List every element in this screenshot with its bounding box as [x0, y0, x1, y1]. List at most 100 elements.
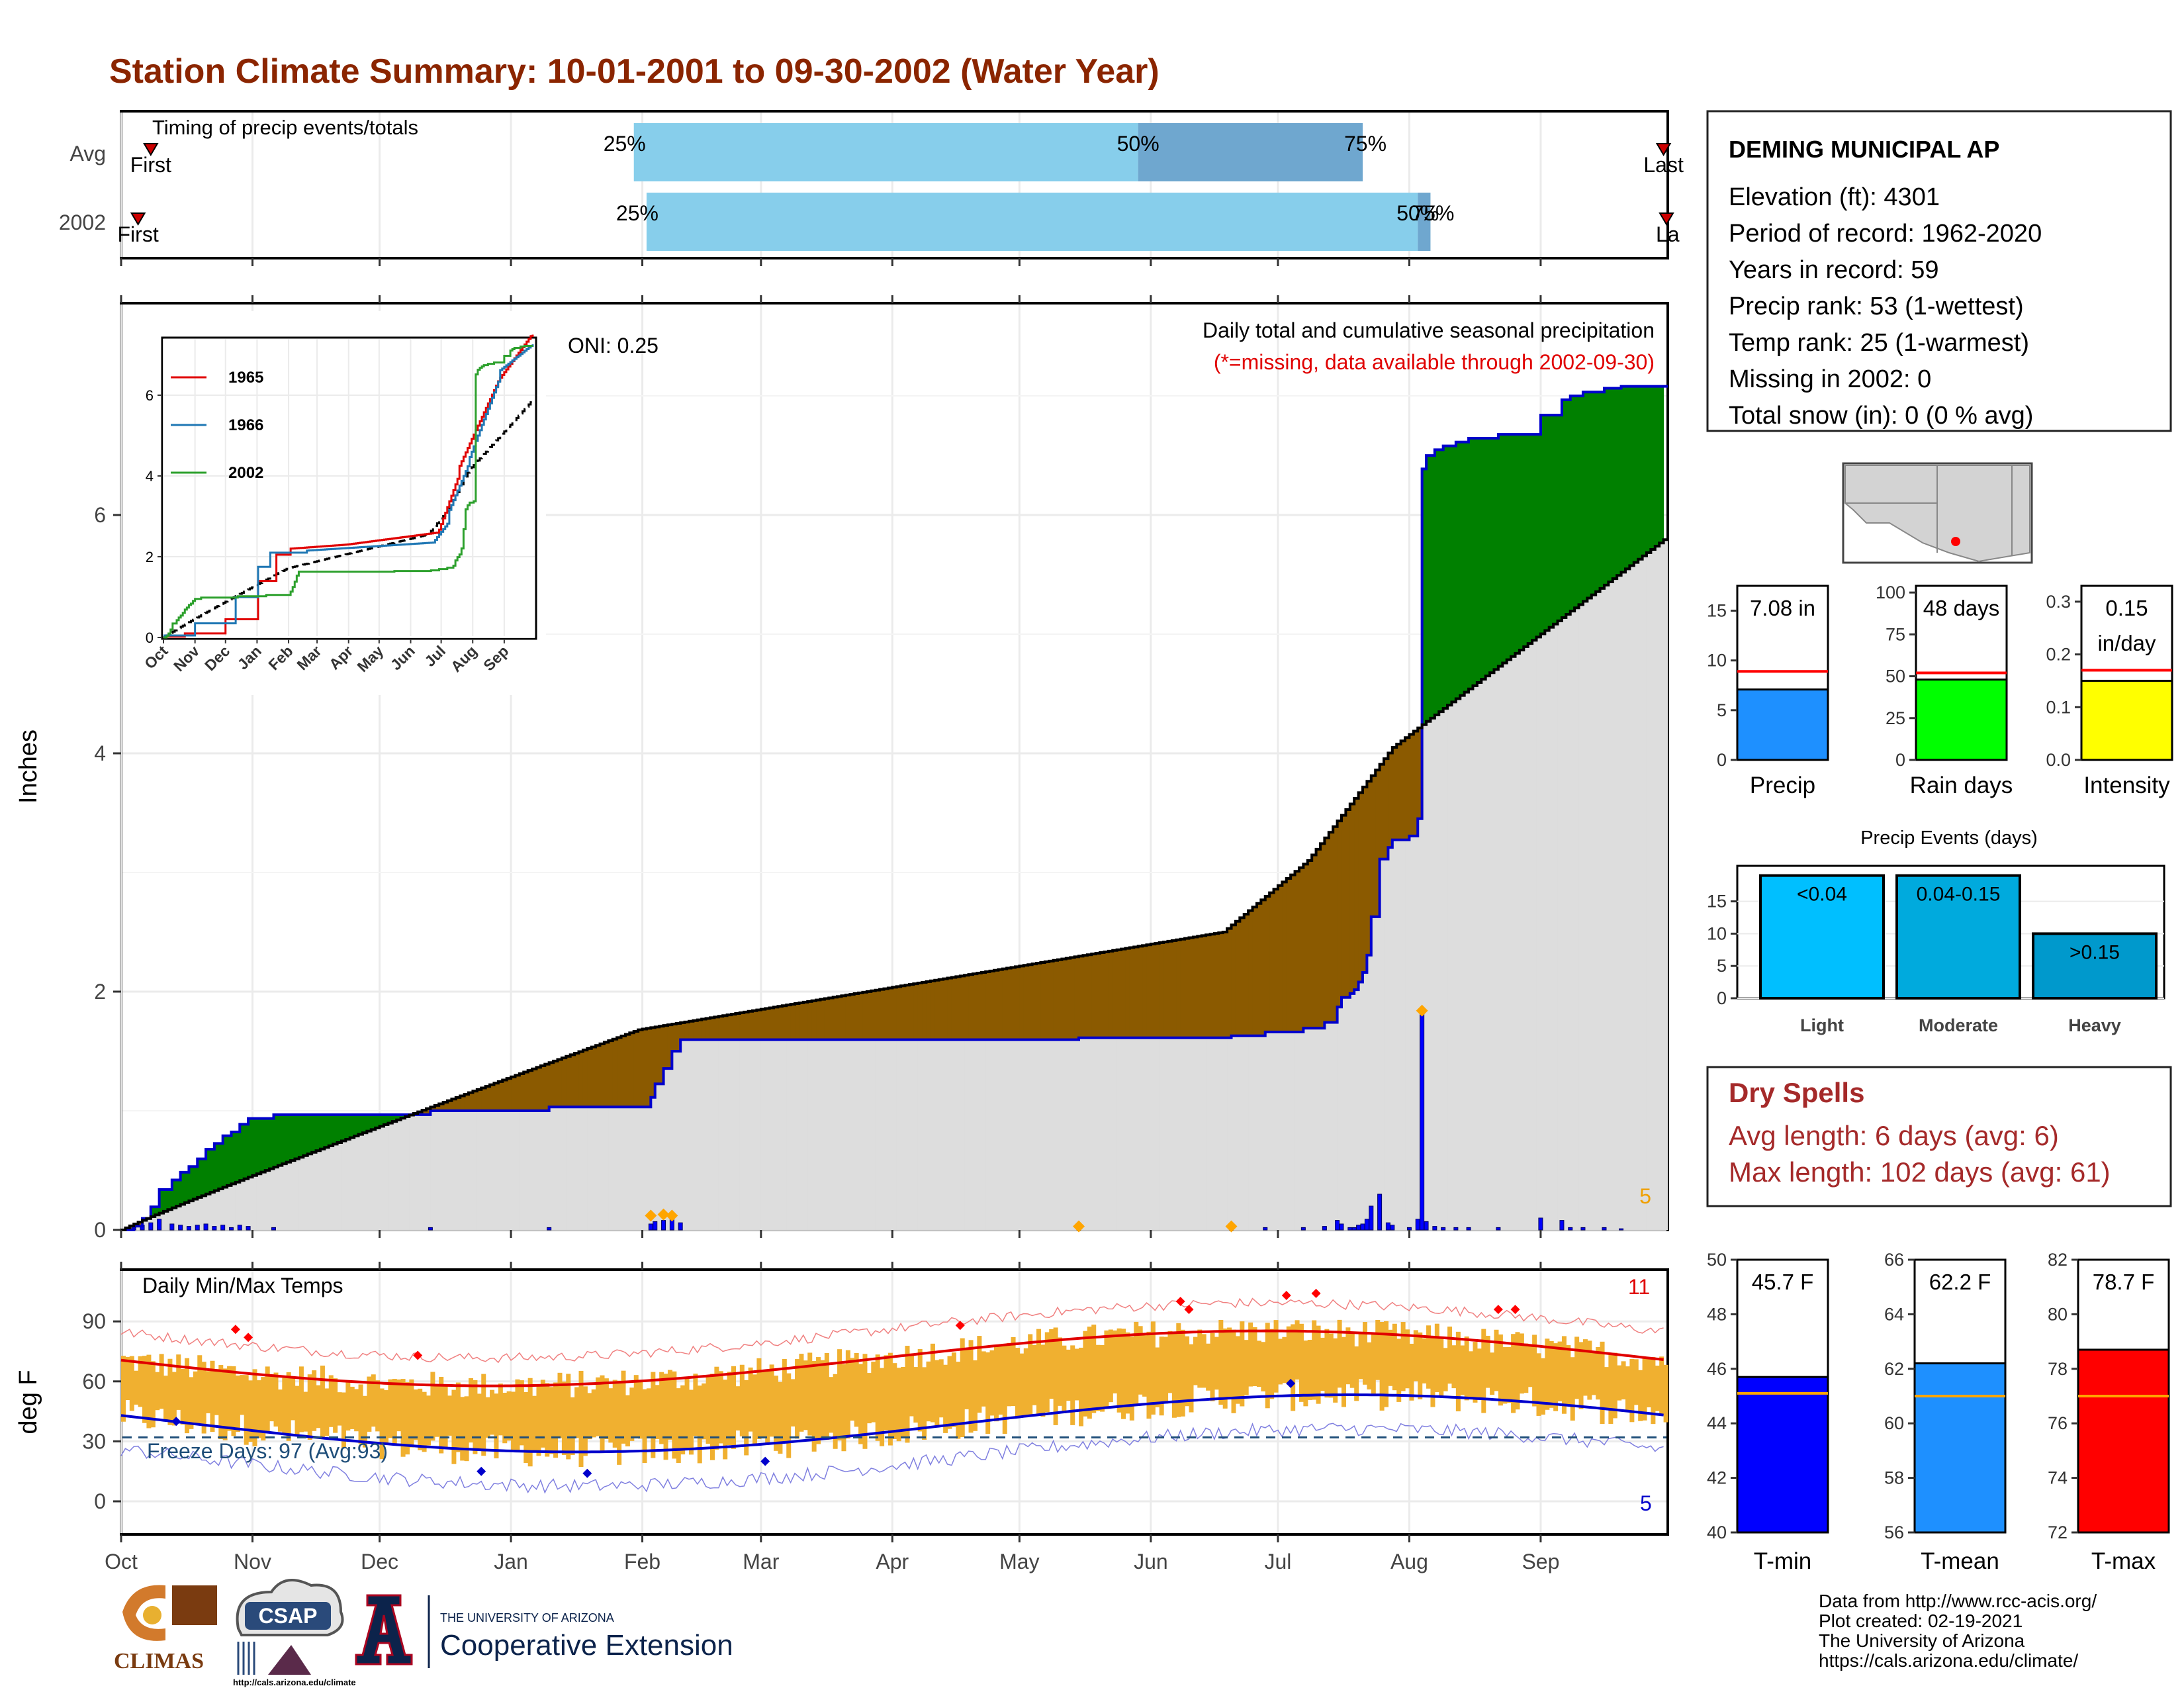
below-normal-fill — [617, 1107, 622, 1230]
below-normal-fill — [1053, 1039, 1058, 1230]
surplus-fill — [218, 1143, 224, 1190]
deficit-fill — [1235, 921, 1240, 1036]
daily-temp-range-bar — [125, 1356, 130, 1401]
deficit-fill — [917, 983, 923, 1040]
surplus-fill — [235, 1131, 240, 1182]
surplus-fill — [201, 1158, 206, 1196]
daily-temp-range-bar — [185, 1358, 190, 1434]
daily-temp-range-bar — [447, 1395, 453, 1436]
daily-temp-range-bar — [1265, 1323, 1270, 1409]
below-normal-fill — [1256, 1035, 1261, 1230]
deficit-fill — [1248, 910, 1253, 1036]
month-label: Jun — [1134, 1550, 1168, 1573]
below-normal-fill — [218, 1189, 224, 1230]
deficit-fill — [744, 1011, 749, 1040]
below-normal-fill — [672, 1051, 677, 1230]
daily-temp-range-bar — [727, 1372, 732, 1446]
daily-temp-range-bar — [189, 1377, 194, 1429]
events-bar — [1759, 874, 1885, 1000]
surplus-fill — [312, 1114, 317, 1152]
station-info-line: Period of record: 1962-2020 — [1729, 220, 2042, 248]
daily-temp-range-bar — [1532, 1335, 1537, 1407]
deficit-fill — [913, 984, 919, 1040]
below-normal-fill — [477, 1111, 482, 1230]
daily-temp-range-bar — [1426, 1325, 1432, 1389]
below-normal-fill — [1277, 1031, 1283, 1230]
below-normal-fill — [799, 1039, 804, 1230]
daily-temp-range-bar — [506, 1391, 512, 1441]
daily-temp-range-bar — [1248, 1322, 1253, 1387]
timing-label: Timing of precip events/totals — [152, 116, 418, 139]
daily-temp-range-bar — [989, 1350, 995, 1416]
daily-temp-range-bar — [1210, 1333, 1215, 1401]
deficit-fill — [1108, 951, 1113, 1038]
below-normal-fill — [1282, 1031, 1287, 1230]
daily-temp-range-bar — [1506, 1346, 1512, 1403]
below-normal-fill — [502, 1111, 508, 1230]
daily-temp-range-bar — [1413, 1330, 1418, 1382]
daily-temp-range-bar — [702, 1383, 707, 1440]
daily-precip-bar — [1466, 1227, 1471, 1231]
temp-gauge-name: T-mean — [1921, 1548, 1999, 1574]
daily-temp-range-bar — [1227, 1327, 1232, 1399]
dry-spells-title: Dry Spells — [1729, 1077, 1864, 1108]
below-normal-fill — [1574, 608, 1580, 1230]
daily-temp-range-bar — [422, 1391, 427, 1452]
daily-temp-range-bar — [1388, 1329, 1393, 1386]
csap-bars — [237, 1642, 255, 1675]
deficit-fill — [756, 1009, 762, 1040]
deficit-fill — [811, 1000, 817, 1040]
daily-temp-range-bar — [1524, 1343, 1529, 1393]
daily-temp-range-bar — [1320, 1337, 1325, 1391]
below-normal-fill — [498, 1111, 503, 1230]
below-normal-fill — [1473, 685, 1478, 1230]
surplus-fill — [273, 1114, 279, 1168]
daily-temp-range-bar — [1604, 1367, 1609, 1410]
below-normal-fill — [197, 1197, 203, 1230]
daily-temp-range-bar — [1405, 1329, 1410, 1389]
daily-temp-range-bar — [1566, 1345, 1571, 1406]
deficit-fill — [922, 982, 927, 1040]
daily-temp-range-bar — [1066, 1349, 1071, 1401]
daily-temp-range-bar — [845, 1350, 850, 1439]
below-normal-fill — [862, 1039, 868, 1230]
deficit-fill — [1400, 741, 1406, 840]
daily-temp-range-bar — [892, 1363, 897, 1440]
below-normal-fill — [782, 1039, 787, 1230]
below-normal-fill — [337, 1142, 342, 1230]
deficit-fill — [502, 1080, 508, 1111]
daily-temp-range-bar — [1481, 1329, 1486, 1413]
deficit-fill — [1345, 810, 1351, 998]
below-normal-fill — [1171, 1037, 1177, 1230]
surplus-fill — [358, 1114, 363, 1135]
deficit-fill — [934, 980, 940, 1040]
daily-temp-range-bar — [1104, 1330, 1109, 1409]
surplus-fill — [1655, 386, 1660, 547]
below-normal-fill — [1159, 1037, 1164, 1230]
surplus-fill — [1561, 399, 1567, 618]
deficit-fill — [760, 1009, 766, 1040]
daily-temp-range-bar — [358, 1384, 363, 1444]
daily-temp-range-bar — [1113, 1330, 1118, 1393]
below-normal-fill — [833, 1039, 838, 1230]
inset-y-tick-label: 0 — [146, 630, 154, 646]
daily-temp-range-bar — [816, 1357, 821, 1444]
daily-temp-range-bar — [1515, 1332, 1520, 1410]
daily-temp-range-bar — [718, 1371, 723, 1444]
surplus-fill — [388, 1114, 393, 1123]
below-normal-fill — [837, 1039, 842, 1230]
below-normal-fill — [1494, 669, 1499, 1230]
deficit-fill — [1091, 954, 1097, 1038]
daily-temp-range-bar — [1363, 1322, 1368, 1385]
below-normal-fill — [494, 1111, 499, 1230]
below-normal-fill — [1600, 588, 1605, 1230]
daily-temp-range-bar — [659, 1372, 664, 1444]
deficit-fill — [850, 994, 855, 1040]
deficit-fill — [1155, 943, 1160, 1038]
daily-temp-range-bar — [392, 1378, 397, 1445]
surplus-fill — [231, 1131, 236, 1184]
deficit-fill — [862, 992, 868, 1040]
daily-temp-range-bar — [642, 1389, 647, 1464]
daily-temp-range-bar — [460, 1397, 465, 1461]
deficit-fill — [638, 1029, 643, 1107]
